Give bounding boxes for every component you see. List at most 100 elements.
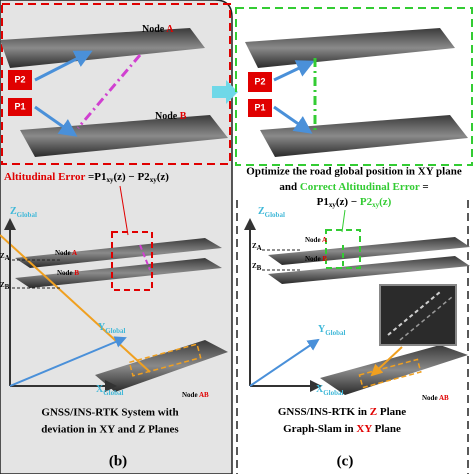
caption-plane: Z <box>370 406 377 418</box>
node-ab-box <box>128 343 202 377</box>
caption-part: Plane <box>380 406 406 418</box>
node-ab-box <box>358 358 422 389</box>
orange-line <box>0 234 151 373</box>
x-axis-label: XGlobal <box>316 384 344 396</box>
axis-sub: Global <box>323 389 343 397</box>
arg: (z) <box>336 196 349 208</box>
axis-letter: Z <box>0 281 5 289</box>
p2-box <box>8 70 32 90</box>
p2-box <box>248 72 272 92</box>
caption-line: GNSS/INS-RTK System with <box>41 407 178 419</box>
correct-line: and Correct Altitudinal Error = <box>279 181 428 193</box>
p1: P1 <box>94 171 106 183</box>
p1: P1 <box>317 196 329 208</box>
highlight-box <box>111 231 153 291</box>
z-axis-label: ZGlobal <box>10 206 37 218</box>
arrow-p1 <box>34 105 78 137</box>
deviation-line <box>76 54 142 129</box>
road-a <box>245 28 455 68</box>
za-label: ZA <box>0 252 10 262</box>
and: and <box>279 181 297 193</box>
axis-letter: Z <box>0 252 5 260</box>
caption-plane: XY <box>356 423 372 435</box>
axis-sub: Global <box>265 211 285 219</box>
arg: (z) <box>379 196 392 208</box>
road-b <box>260 115 468 157</box>
node-b-label: Node B <box>305 255 327 263</box>
road-b-3d <box>15 258 222 288</box>
p2: P2 <box>137 171 150 183</box>
node-word: Node <box>305 236 321 244</box>
caption-part: Plane <box>375 423 401 435</box>
node-id: A <box>322 236 327 244</box>
node-id: A <box>166 24 174 35</box>
z-axis-label: ZGlobal <box>258 206 285 218</box>
error-label: Altitudinal Error <box>4 171 86 183</box>
optimize-box <box>235 7 473 166</box>
panel-b-background <box>0 0 233 474</box>
p1-box <box>8 98 32 116</box>
road-a <box>0 28 205 68</box>
panel-tag: (c) <box>337 453 354 469</box>
node-id: B <box>180 111 187 122</box>
panel-tag: (b) <box>109 453 127 469</box>
sub: xy <box>150 176 158 184</box>
node-id: B <box>74 269 79 277</box>
road-b-3d <box>268 256 470 284</box>
x-axis-label: XGlobal <box>96 384 124 396</box>
correct-label: Correct Altitudinal Error <box>300 181 420 193</box>
node-a-label: Node A <box>305 236 327 244</box>
road-ab-3d <box>320 345 468 395</box>
correct-equation: P1xy(z) − P2xy(z) <box>317 196 392 209</box>
node-id: AB <box>439 394 449 402</box>
node-word: Node <box>55 249 71 257</box>
axis-letter: Y <box>318 324 326 335</box>
caption-line: Graph-Slam in XY Plane <box>283 423 401 435</box>
zoom-inset <box>379 284 457 346</box>
axis-sub: B <box>257 264 262 272</box>
axis-letter: X <box>316 384 324 395</box>
node-word: Node <box>182 391 198 399</box>
node-word: Node <box>142 24 165 35</box>
arg: (z) <box>157 171 170 183</box>
axis-sub: Global <box>103 389 123 397</box>
axis-sub: B <box>5 283 10 291</box>
axis-sub: A <box>5 254 10 262</box>
axis-sub: Global <box>17 211 37 219</box>
p1-label: P1 <box>14 101 25 111</box>
y-axis-label: YGlobal <box>318 324 346 336</box>
node-word: Node <box>422 394 438 402</box>
sub: xy <box>329 201 337 209</box>
error-box <box>1 3 231 165</box>
road-ab-3d <box>95 340 228 392</box>
pointer <box>341 209 346 233</box>
p2-label: P2 <box>14 74 25 84</box>
arrow-p2 <box>34 50 93 82</box>
node-b-label: Node B <box>155 111 187 122</box>
road-a-3d <box>15 238 222 268</box>
pointer <box>119 185 129 236</box>
axis-sub: A <box>257 244 262 252</box>
caption-line: GNSS/INS-RTK in Z Plane <box>278 406 406 418</box>
node-id: B <box>322 255 327 263</box>
zb-label: ZB <box>252 262 262 272</box>
eq: = <box>88 171 94 183</box>
node-id: A <box>72 249 77 257</box>
node-word: Node <box>155 111 178 122</box>
error-equation: Altitudinal Error =P1xy(z) − P2xy(z) <box>4 171 169 184</box>
p1-box <box>248 99 272 117</box>
road-b <box>20 115 228 157</box>
node-id: AB <box>199 391 209 399</box>
minus: − <box>128 171 134 183</box>
axis-letter: Z <box>258 206 265 217</box>
lane-mark <box>399 296 453 341</box>
axis-letter: Z <box>10 206 17 217</box>
p1-label: P1 <box>254 102 265 112</box>
p2-label: P2 <box>254 76 265 86</box>
caption-part: Graph-Slam in <box>283 423 354 435</box>
node-ab-label: Node AB <box>182 391 209 399</box>
za-label: ZA <box>252 242 262 252</box>
caption-part: GNSS/INS-RTK in <box>278 406 367 418</box>
arrow-p1 <box>273 105 313 134</box>
